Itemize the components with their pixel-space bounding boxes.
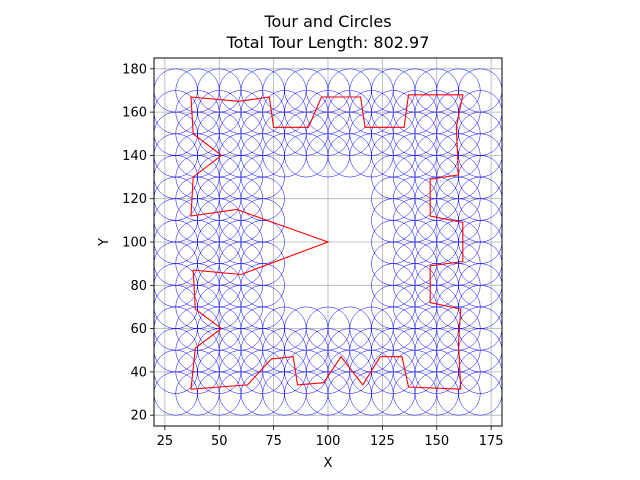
x-tick-label: 125	[370, 434, 395, 449]
chart-title: Tour and Circles	[263, 12, 391, 31]
circle	[458, 68, 502, 113]
y-tick-label: 20	[130, 409, 147, 424]
x-tick-label: 175	[479, 434, 504, 449]
x-tick-label: 150	[424, 434, 449, 449]
y-tick-label: 120	[122, 192, 147, 207]
y-tick-label: 140	[122, 149, 147, 164]
y-tick-label: 160	[122, 106, 147, 121]
chart-subtitle: Total Tour Length: 802.97	[226, 33, 430, 52]
y-tick-label: 40	[130, 365, 147, 380]
x-tick-label: 25	[157, 434, 174, 449]
x-tick-label: 75	[265, 434, 282, 449]
y-tick-label: 100	[122, 236, 147, 251]
circle	[458, 90, 502, 135]
y-tick-label: 80	[130, 279, 147, 294]
circles-layer	[154, 68, 502, 416]
ticks-layer: 25 50 75 100 125 150 175 20 40 60 80 100 120 140 160 18…	[122, 62, 503, 449]
y-tick-label: 60	[130, 322, 147, 337]
tour-path	[190, 94, 464, 390]
tour-layer	[190, 94, 464, 390]
y-tick-label: 180	[122, 62, 147, 77]
x-axis-label: X	[324, 456, 333, 471]
x-tick-label: 100	[316, 434, 341, 449]
y-axis-label: Y	[97, 238, 112, 247]
x-tick-label: 50	[211, 434, 228, 449]
